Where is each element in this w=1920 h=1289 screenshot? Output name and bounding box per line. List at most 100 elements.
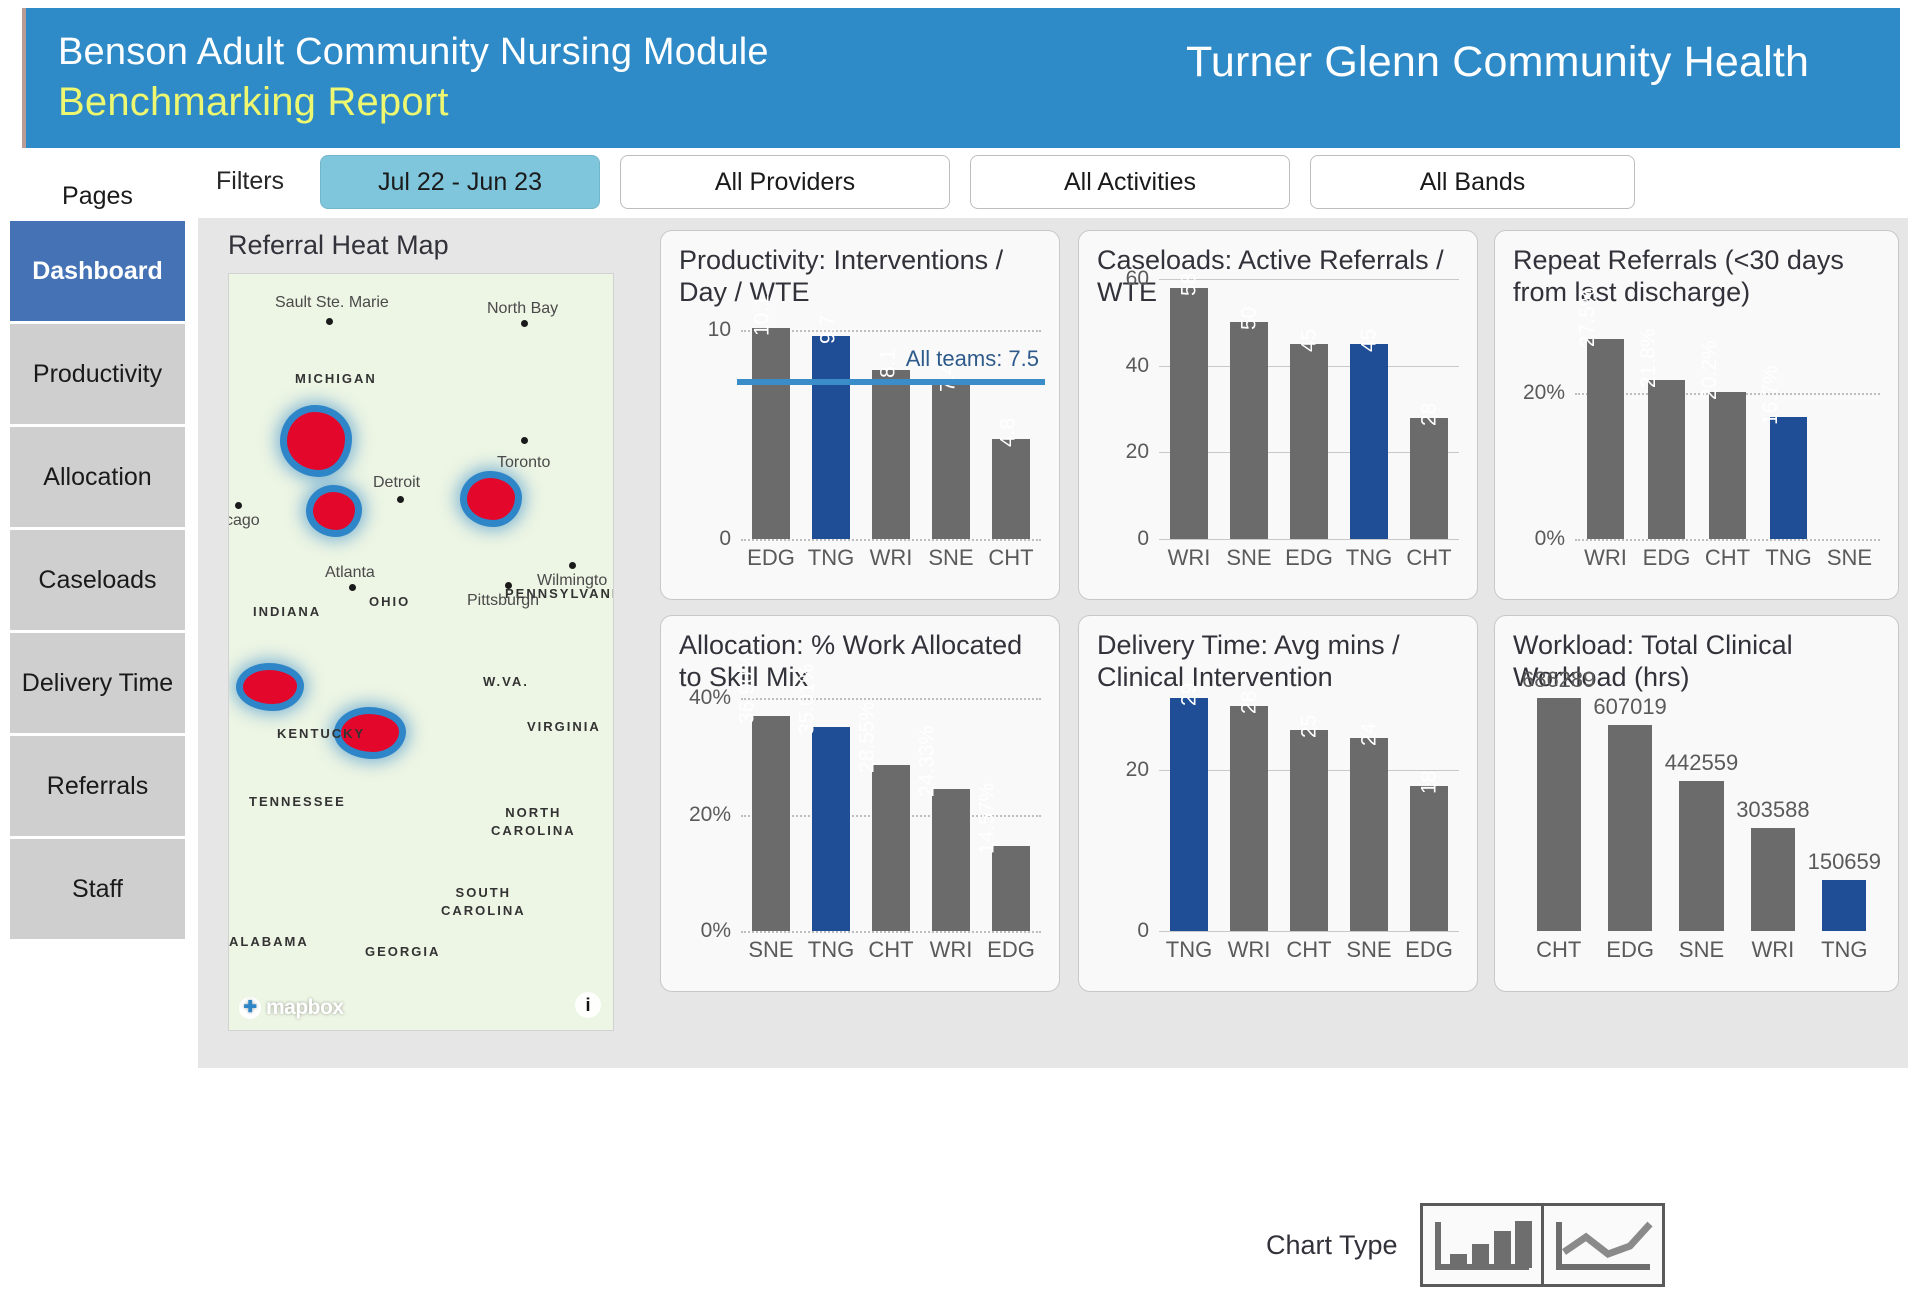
x-axis-tick-label: TNG [1345, 545, 1393, 570]
bar-column[interactable]: 16.7% [1758, 313, 1819, 539]
bar-column[interactable]: 9.7 [801, 313, 861, 539]
sidebar-item-referrals[interactable]: Referrals [10, 736, 185, 836]
filter-date-range[interactable]: Jul 22 - Jun 23 [320, 155, 600, 209]
bar-column[interactable]: 18 [1399, 698, 1459, 931]
map-city-label: Sault Ste. Marie [275, 294, 389, 311]
bar-value-label: 9.7 [816, 314, 840, 345]
chart-card-repeat-referrals: Repeat Referrals (<30 days from last dis… [1494, 230, 1899, 600]
bar-column[interactable]: 28 [1399, 279, 1459, 539]
map-state-label: KENTUCKY [277, 726, 366, 741]
bar[interactable]: 24 [1350, 723, 1388, 931]
bar-column[interactable]: 35.01% [795, 664, 861, 931]
filter-providers[interactable]: All Providers [620, 155, 950, 209]
bar[interactable]: 28 [1410, 402, 1448, 539]
bar[interactable]: 35.01% [795, 664, 850, 931]
bar-column[interactable]: 20.2% [1697, 313, 1758, 539]
bar-column[interactable]: 28 [1219, 691, 1279, 931]
bar[interactable]: 18 [1410, 771, 1448, 931]
x-axis-tick-label: SNE [1826, 545, 1873, 570]
bar-column[interactable]: 10.1 [741, 295, 801, 539]
map-city-dot [349, 584, 356, 591]
map-city-label: Detroit [373, 474, 421, 491]
bar[interactable]: 303588 [1736, 797, 1810, 931]
bar[interactable]: 25 [1290, 715, 1328, 931]
bar-chart-icon[interactable] [1422, 1206, 1541, 1284]
bar[interactable]: 442559 [1665, 750, 1738, 931]
bar[interactable]: 4.8 [992, 417, 1030, 539]
map-hotspot[interactable] [313, 492, 355, 530]
bar-column[interactable]: 150659 [1808, 698, 1881, 931]
gridline [1159, 539, 1459, 540]
sidebar-item-productivity[interactable]: Productivity [10, 324, 185, 424]
bar-column[interactable]: 14.57% [975, 698, 1041, 931]
bar-column[interactable] [1819, 313, 1880, 539]
map-canvas[interactable]: ✚ mapbox i MICHIGAN OHIO INDIANA PENNSYLVAN… [228, 273, 614, 1031]
bar[interactable]: 150659 [1808, 849, 1881, 931]
bar[interactable]: 20.2% [1698, 340, 1747, 539]
bar-column[interactable]: 45 [1279, 279, 1339, 539]
bar-column[interactable]: 50 [1219, 279, 1279, 539]
bar[interactable]: 686289 [1522, 667, 1595, 931]
bar-column[interactable]: 25 [1279, 698, 1339, 931]
bar[interactable]: 21.8% [1637, 329, 1686, 539]
bar[interactable]: 45 [1350, 329, 1388, 539]
line-chart-icon[interactable] [1543, 1206, 1662, 1284]
bar-column[interactable]: 442559 [1665, 698, 1738, 931]
sidebar-item-allocation[interactable]: Allocation [10, 427, 185, 527]
sidebar-item-delivery-time[interactable]: Delivery Time [10, 633, 185, 733]
bar-column[interactable]: 303588 [1736, 698, 1810, 931]
bar[interactable]: 45 [1290, 329, 1328, 539]
map-hotspot[interactable] [287, 412, 345, 470]
bar[interactable]: 607019 [1593, 694, 1667, 931]
bar[interactable]: 16.7% [1759, 366, 1808, 539]
bar-column[interactable]: 21.8% [1636, 313, 1697, 539]
bar[interactable]: 36.90% [735, 653, 790, 931]
map-info-icon[interactable]: i [575, 992, 601, 1018]
bar-column[interactable]: 607019 [1593, 694, 1667, 931]
bar[interactable]: 14.57% [975, 783, 1030, 931]
bar[interactable]: 7.4 [932, 363, 970, 539]
x-axis-tick-label: TNG [1821, 937, 1868, 962]
bar-value-label: 58 [1177, 272, 1201, 296]
bar[interactable]: 9.7 [812, 315, 850, 539]
bar-column[interactable]: 27.5% [1575, 287, 1636, 539]
gridline [1575, 539, 1880, 541]
x-axis-tick-label: TNG [1765, 545, 1812, 570]
sidebar-item-dashboard[interactable]: Dashboard [10, 221, 185, 321]
map-city-dot [326, 318, 333, 325]
bar-column[interactable]: 686289 [1522, 667, 1595, 931]
bar[interactable]: 10.1 [751, 295, 790, 539]
bar-column[interactable]: 4.8 [981, 313, 1041, 539]
bar-column[interactable]: 45 [1339, 279, 1399, 539]
bar-column[interactable]: 36.90% [735, 653, 801, 931]
bar-column[interactable]: 29 [1159, 683, 1219, 931]
filter-activities[interactable]: All Activities [970, 155, 1290, 209]
sidebar-item-caseloads[interactable]: Caseloads [10, 530, 185, 630]
bar-value-label: 10.1 [750, 294, 774, 336]
header-titles: Benson Adult Community Nursing Module Be… [26, 30, 769, 127]
filter-bands[interactable]: All Bands [1310, 155, 1635, 209]
bar-column[interactable]: 24.33% [915, 698, 981, 931]
bar[interactable]: 24.33% [915, 726, 970, 931]
map-hotspot[interactable] [467, 478, 515, 520]
y-axis-tick-label: 0% [1534, 527, 1565, 550]
bar-column[interactable]: 28.55% [855, 698, 921, 931]
bar[interactable]: 27.5% [1576, 287, 1625, 539]
bar-column[interactable]: 24 [1339, 698, 1399, 931]
bar-value-label: 21.8% [1636, 328, 1660, 389]
bar[interactable]: 8.1 [872, 348, 910, 539]
bar-column[interactable]: 7.4 [921, 313, 981, 539]
bar-column[interactable]: 8.1 [861, 313, 921, 539]
bar-column[interactable]: 58 [1159, 272, 1219, 539]
chart-plot-area: 0 20 40 60 58 50 45 45 28 [1126, 267, 1459, 550]
map-hotspot[interactable] [341, 714, 399, 752]
bar[interactable]: 28 [1230, 691, 1268, 931]
bar[interactable]: 28.55% [855, 701, 910, 931]
sidebar-heading: Pages [62, 182, 133, 210]
sidebar-item-staff[interactable]: Staff [10, 839, 185, 939]
map-state-label: MICHIGAN [295, 371, 377, 386]
bar[interactable]: 50 [1230, 307, 1268, 539]
bar[interactable]: 58 [1170, 272, 1208, 539]
bar[interactable]: 29 [1170, 683, 1208, 931]
map-hotspot[interactable] [243, 670, 297, 704]
